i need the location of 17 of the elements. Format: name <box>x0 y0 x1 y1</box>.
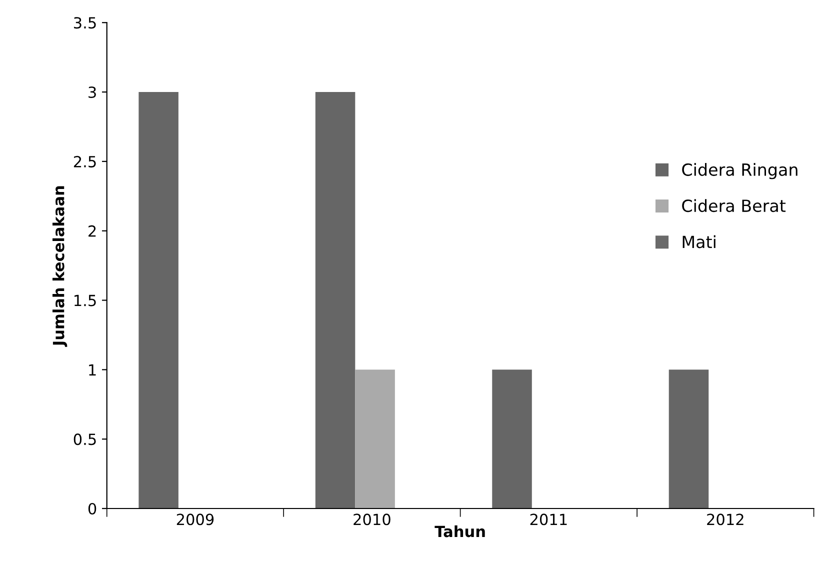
x-tick-label: 2010 <box>354 514 390 526</box>
y-tick-label: 3 <box>88 86 96 98</box>
y-tick-label: 3.5 <box>74 17 96 29</box>
x-tick-label: 2011 <box>530 514 567 526</box>
y-tick-label: 0 <box>88 502 96 515</box>
y-tick-label: 1.5 <box>74 294 96 306</box>
legend-label: Cidera Berat <box>682 199 786 212</box>
y-tick-label: 0.5 <box>74 434 96 446</box>
legend-label: Mati <box>682 235 716 248</box>
y-axis-title: Jumlah kecelakaan <box>52 186 68 347</box>
y-tick-label: 2 <box>88 225 96 237</box>
y-tick-label: 2.5 <box>74 156 96 168</box>
legend-label: Cidera Ringan <box>682 163 798 180</box>
x-tick-label: 2012 <box>707 514 744 526</box>
x-tick-label: 2009 <box>176 514 214 526</box>
x-axis-title: Tahun <box>434 525 485 538</box>
y-tick-label: 1 <box>89 364 96 376</box>
